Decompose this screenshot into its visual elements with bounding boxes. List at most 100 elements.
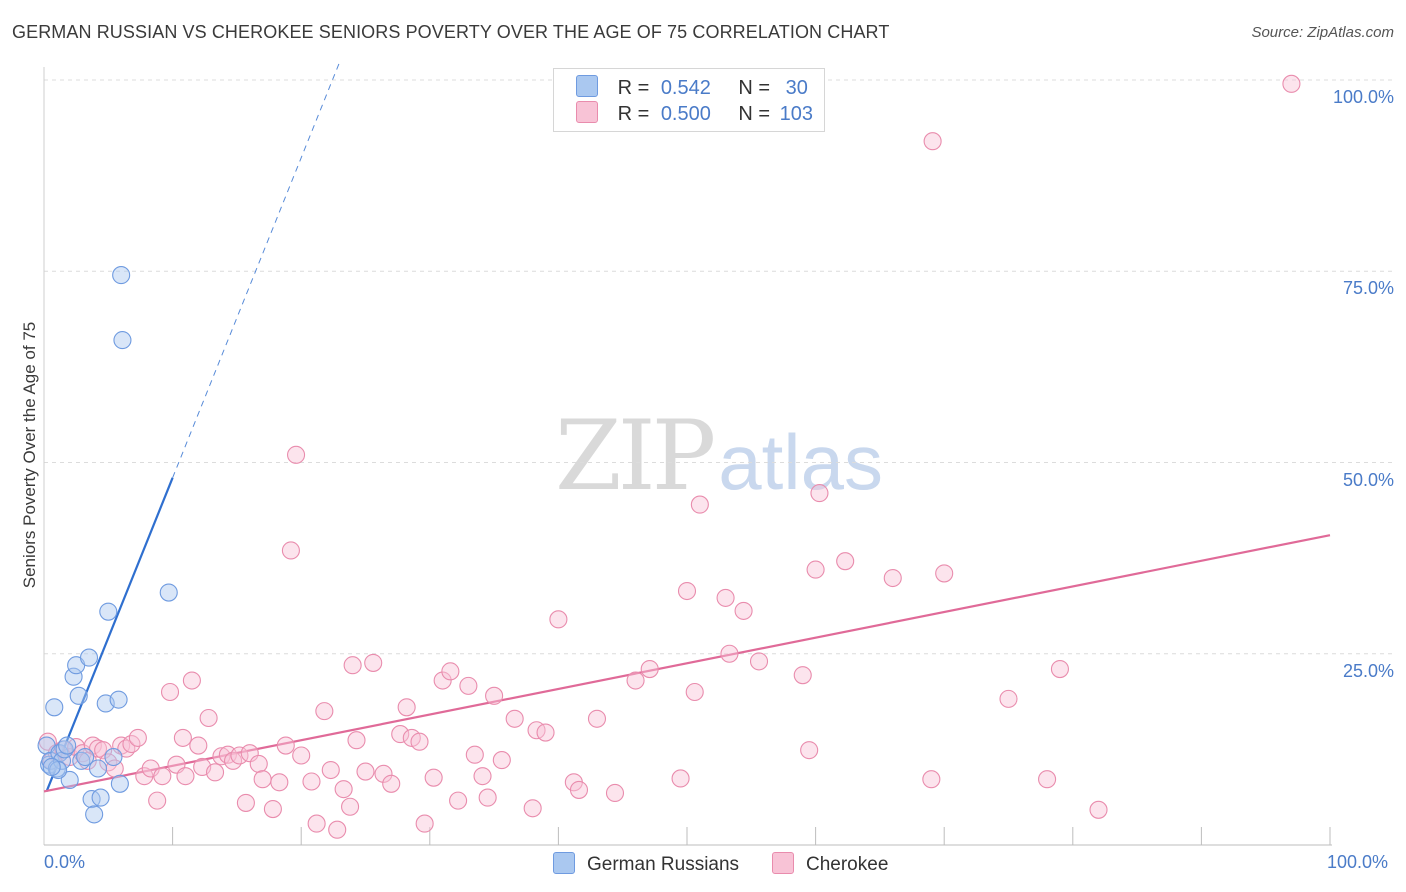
- data-point-cherokee: [343, 656, 362, 675]
- data-point-cherokee: [276, 736, 295, 755]
- data-point-cherokee: [999, 689, 1018, 708]
- data-points: [37, 74, 1301, 839]
- data-point-cherokee: [382, 774, 401, 793]
- data-point-cherokee: [321, 760, 340, 780]
- data-point-cherokee: [800, 741, 819, 760]
- series-legend: German Russians Cherokee: [0, 852, 1406, 878]
- legend-item-cherokee[interactable]: Cherokee: [772, 852, 888, 876]
- data-point-cherokee: [640, 659, 659, 679]
- data-point-german-russians: [82, 790, 101, 809]
- legend-swatch-cherokee: [576, 101, 598, 123]
- y-tick-label: 100.0%: [1332, 87, 1394, 107]
- data-point-cherokee: [249, 754, 268, 773]
- legend-item-german-russians[interactable]: German Russians: [553, 852, 739, 876]
- data-point-cherokee: [749, 652, 769, 671]
- data-point-cherokee: [415, 814, 434, 833]
- trend-lines: [43, 61, 1331, 793]
- y-tick-label: 25.0%: [1342, 660, 1394, 681]
- grid: [44, 79, 1394, 655]
- data-point-german-russians: [58, 736, 77, 755]
- data-point-cherokee: [505, 709, 524, 728]
- data-point-cherokee: [923, 132, 942, 151]
- data-point-cherokee: [587, 709, 607, 728]
- data-point-cherokee: [173, 728, 192, 747]
- legend-n-value: 103: [779, 103, 813, 125]
- data-point-cherokee: [1282, 74, 1301, 93]
- y-tick-label: 50.0%: [1342, 469, 1394, 490]
- y-tick-label: 75.0%: [1342, 278, 1394, 299]
- data-point-cherokee: [677, 581, 697, 601]
- watermark-zip: ZIP: [555, 400, 716, 512]
- data-point-cherokee: [1050, 659, 1069, 679]
- data-point-cherokee: [605, 783, 625, 803]
- data-point-cherokee: [734, 601, 753, 620]
- data-point-cherokee: [236, 793, 255, 812]
- axes: [43, 67, 1332, 846]
- data-point-german-russians: [45, 698, 64, 717]
- data-point-cherokee: [153, 767, 172, 786]
- data-point-cherokee: [492, 751, 511, 770]
- data-point-cherokee: [449, 791, 468, 810]
- legend-r-value: 0.542: [660, 77, 711, 99]
- data-point-cherokee: [1089, 800, 1108, 819]
- data-point-cherokee: [569, 780, 589, 799]
- data-point-cherokee: [473, 767, 492, 786]
- x-tick-label-max: 100.0%: [1327, 852, 1389, 872]
- legend-r-value: 0.500: [660, 103, 711, 125]
- data-point-cherokee: [307, 814, 326, 833]
- data-point-cherokee: [922, 770, 941, 789]
- legend-label-cherokee: Cherokee: [806, 854, 889, 875]
- data-point-cherokee: [935, 564, 954, 583]
- data-point-cherokee: [441, 662, 460, 681]
- data-point-german-russians: [113, 331, 132, 350]
- data-point-cherokee: [793, 666, 812, 685]
- data-point-cherokee: [716, 588, 735, 607]
- data-point-german-russians: [42, 757, 61, 777]
- data-point-cherokee: [328, 820, 347, 839]
- trend-line-german-russians: [45, 477, 174, 792]
- data-point-cherokee: [720, 644, 739, 663]
- data-point-cherokee: [523, 799, 542, 818]
- data-point-cherokee: [485, 686, 504, 705]
- data-point-german-russians: [104, 747, 123, 767]
- data-point-cherokee: [410, 732, 429, 751]
- data-point-cherokee: [536, 723, 555, 742]
- data-point-cherokee: [883, 568, 902, 588]
- x-tick-label-min: 0.0%: [44, 852, 86, 872]
- data-point-german-russians: [99, 602, 118, 621]
- legend-row-german-russians: R = 0.542 N = 30: [576, 75, 808, 101]
- data-point-german-russians: [110, 774, 129, 793]
- data-point-cherokee: [281, 541, 300, 560]
- data-point-german-russians: [60, 770, 79, 790]
- data-point-german-russians: [91, 788, 110, 807]
- chart-title: GERMAN RUSSIAN VS CHEROKEE SENIORS POVER…: [12, 22, 890, 42]
- data-point-cherokee: [356, 762, 375, 781]
- data-point-cherokee: [433, 671, 452, 690]
- legend-n-label: N =: [738, 103, 771, 125]
- legend-row-cherokee: R = 0.500 N = 103: [576, 101, 813, 127]
- stats-legend: R = 0.542 N = 30 R = 0.500 N = 103: [553, 68, 825, 132]
- data-point-cherokee: [160, 682, 180, 702]
- data-point-cherokee: [287, 445, 306, 464]
- data-point-cherokee: [424, 768, 443, 787]
- data-point-german-russians: [88, 759, 108, 778]
- legend-r-label: R =: [617, 103, 650, 125]
- data-point-cherokee: [1038, 770, 1057, 789]
- data-point-cherokee: [690, 495, 709, 514]
- source-label: Source: ZipAtlas.com: [1251, 24, 1394, 41]
- data-point-cherokee: [459, 676, 478, 695]
- data-point-cherokee: [148, 791, 167, 810]
- data-point-cherokee: [685, 682, 704, 702]
- legend-swatch-cherokee: [772, 852, 794, 874]
- data-point-cherokee: [263, 799, 282, 819]
- data-point-cherokee: [671, 769, 690, 788]
- legend-n-label: N =: [738, 77, 771, 99]
- data-point-cherokee: [128, 728, 147, 747]
- data-point-cherokee: [810, 484, 829, 503]
- data-point-cherokee: [270, 773, 289, 792]
- data-point-cherokee: [253, 770, 272, 789]
- data-point-cherokee: [292, 746, 311, 765]
- data-point-cherokee: [465, 745, 484, 764]
- data-point-cherokee: [212, 747, 231, 766]
